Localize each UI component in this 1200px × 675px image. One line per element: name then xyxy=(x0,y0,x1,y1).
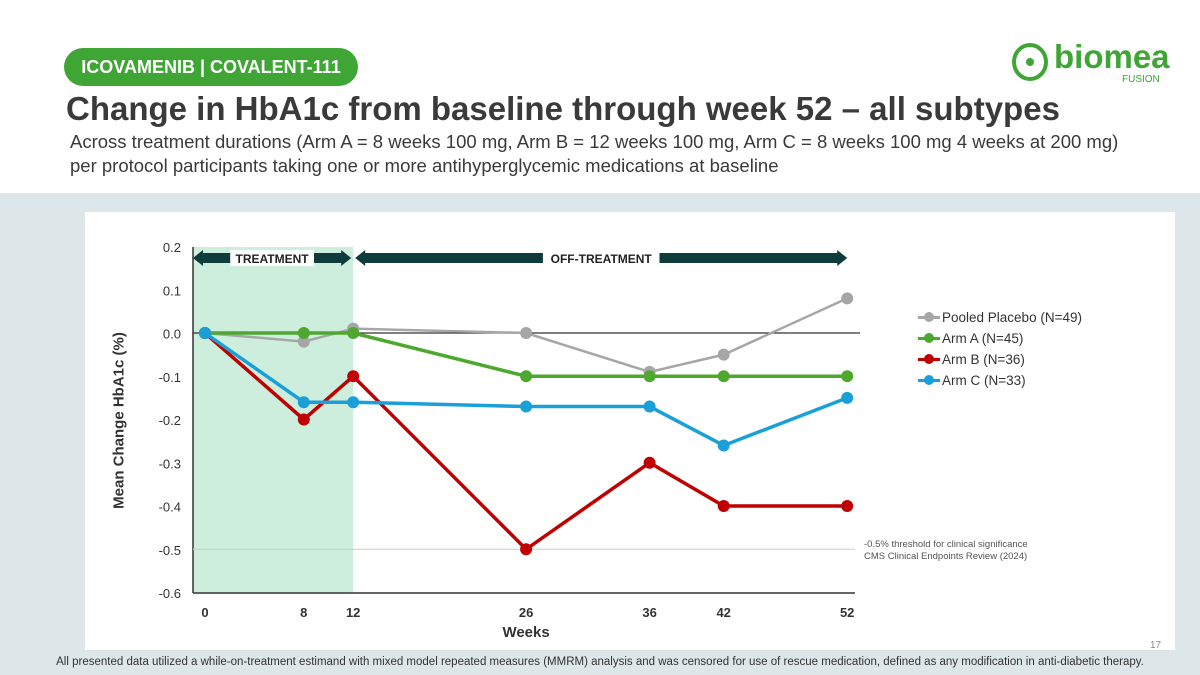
data-point xyxy=(717,439,730,452)
arrow-right-icon xyxy=(341,250,352,266)
y-tick-label: -0.4 xyxy=(159,500,181,515)
data-point xyxy=(520,327,533,339)
threshold-source: CMS Clinical Endpoints Review (2024) xyxy=(864,551,1028,562)
logo-sub: FUSION xyxy=(1122,74,1160,85)
y-tick-label: -0.2 xyxy=(159,413,181,428)
data-point xyxy=(297,327,310,339)
legend-item: Pooled Placebo (N=49) xyxy=(918,307,1082,328)
data-point xyxy=(347,327,360,339)
legend-label: Arm B (N=36) xyxy=(942,352,1025,367)
data-point xyxy=(297,396,310,409)
legend: Pooled Placebo (N=49) Arm A (N=45) Arm B (… xyxy=(918,307,1082,391)
legend-swatch xyxy=(918,312,940,322)
page-title: Change in HbA1c from baseline through we… xyxy=(66,90,1060,127)
data-point xyxy=(347,396,360,409)
data-point xyxy=(717,370,730,383)
y-tick-label: -0.5 xyxy=(159,543,181,558)
y-tick-label: -0.6 xyxy=(159,586,181,601)
x-tick-label: 42 xyxy=(716,605,730,620)
data-point xyxy=(841,391,854,404)
x-tick-label: 52 xyxy=(840,605,854,620)
page-subtitle: Across treatment durations (Arm A = 8 we… xyxy=(70,131,1119,176)
arrow-right-icon xyxy=(837,250,848,266)
data-point xyxy=(841,500,854,512)
y-tick-label: 0.2 xyxy=(163,240,181,255)
data-point xyxy=(520,543,533,556)
y-tick-label: 0.0 xyxy=(163,327,181,342)
logo-word: biomea xyxy=(1054,38,1170,75)
legend-item: Arm C (N=33) xyxy=(918,370,1082,391)
legend-item: Arm B (N=36) xyxy=(918,349,1082,370)
page-number: 17 xyxy=(1150,640,1162,651)
legend-label: Pooled Placebo (N=49) xyxy=(942,310,1082,325)
legend-swatch xyxy=(918,333,940,343)
data-point xyxy=(717,348,730,361)
y-tick-label: -0.3 xyxy=(159,456,181,471)
x-tick-label: 26 xyxy=(519,605,533,620)
data-point xyxy=(717,500,730,512)
legend-item: Arm A (N=45) xyxy=(918,328,1082,349)
arrow-left-icon xyxy=(355,250,366,266)
data-point xyxy=(643,400,656,413)
x-tick-label: 36 xyxy=(642,605,656,620)
y-tick-label: -0.1 xyxy=(159,370,181,385)
data-point xyxy=(841,292,854,305)
legend-label: Arm A (N=45) xyxy=(942,331,1024,346)
legend-swatch xyxy=(918,375,940,385)
data-point xyxy=(297,413,310,426)
y-tick-label: 0.1 xyxy=(163,283,181,298)
study-tag: ICOVAMENIB | COVALENT-111 xyxy=(64,48,358,86)
phase-label-bg xyxy=(542,250,660,266)
x-tick-label: 12 xyxy=(346,605,360,620)
x-axis-label: Weeks xyxy=(502,624,549,641)
phase-label: OFF-TREATMENT xyxy=(551,252,653,266)
treatment-shading xyxy=(193,247,354,593)
biomea-logo: biomea FUSION xyxy=(1010,38,1170,90)
phase-label: TREATMENT xyxy=(236,252,310,266)
data-point xyxy=(643,370,656,383)
data-point xyxy=(841,370,854,383)
legend-label: Arm C (N=33) xyxy=(942,373,1026,388)
x-tick-label: 0 xyxy=(201,605,208,620)
y-axis-label: Mean Change HbA1c (%) xyxy=(110,332,128,509)
x-tick-label: 8 xyxy=(300,605,307,620)
data-point xyxy=(199,327,211,339)
footnote: All presented data utilized a while-on-t… xyxy=(56,656,1144,668)
phase-label-bg xyxy=(230,250,314,266)
data-point xyxy=(520,400,533,413)
data-point xyxy=(520,370,533,383)
logo-icon xyxy=(1012,43,1048,81)
data-point xyxy=(347,370,360,383)
data-point xyxy=(643,456,656,469)
legend-swatch xyxy=(918,354,940,364)
data-point xyxy=(297,335,310,348)
arrow-left-icon xyxy=(193,250,203,266)
threshold-label: -0.5% threshold for clinical significanc… xyxy=(864,539,1028,550)
threshold-note: -0.5% threshold for clinical significanc… xyxy=(864,539,1028,563)
